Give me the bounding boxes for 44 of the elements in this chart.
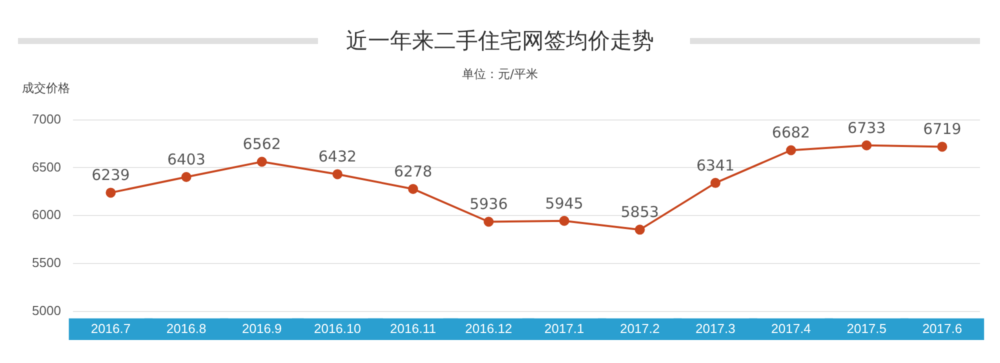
data-label: 6733 [848,118,886,137]
y-tick-label: 5500 [32,255,61,270]
x-tick-label: 2016.10 [314,320,361,336]
x-tick-label: 2016.8 [166,320,206,336]
data-label: 5945 [545,194,584,212]
x-tick-label: 2017.6 [922,320,962,336]
point [786,145,796,156]
data-label: 5853 [620,203,659,222]
chart-title: 近一年来二手住宅网签均价走势 [332,29,668,54]
x-tick-label: 2017.4 [771,320,811,336]
y-tick-label: 7000 [32,111,61,126]
data-label: 6682 [772,124,810,142]
x-tick-label: 2017.5 [846,320,886,336]
x-tick-label: 2017.1 [544,320,584,336]
x-tick-label: 2017.2 [620,320,660,336]
point [106,188,116,198]
point [937,142,948,152]
y-tick-label: 6500 [32,159,61,174]
y-tick-label: 6000 [32,207,61,222]
point [256,156,267,167]
point [862,140,872,150]
data-label: 6278 [394,162,432,180]
point [181,172,192,182]
point [710,178,720,188]
data-label: 6341 [696,156,735,174]
data-label: 6403 [167,150,206,168]
x-tick-label: 2016.12 [465,320,512,336]
point [408,184,418,194]
data-label: 6432 [318,148,357,166]
x-tick-label: 2016.11 [390,320,436,336]
y-tick-label: 5000 [32,302,61,318]
data-label: 6562 [242,135,281,154]
x-tick-label: 2016.9 [242,320,282,336]
x-tick-label: 2017.3 [696,320,736,336]
x-tick-label: 2016.7 [90,320,131,336]
data-label: 6719 [923,120,962,138]
point [559,216,570,226]
point [634,224,645,235]
data-label: 5936 [470,195,508,214]
y-axis-title: 成交价格 [22,80,70,97]
point [332,169,342,180]
point [484,216,494,227]
data-label: 6239 [92,166,130,184]
chart-subtitle: 单位：元/平米 [462,67,538,81]
